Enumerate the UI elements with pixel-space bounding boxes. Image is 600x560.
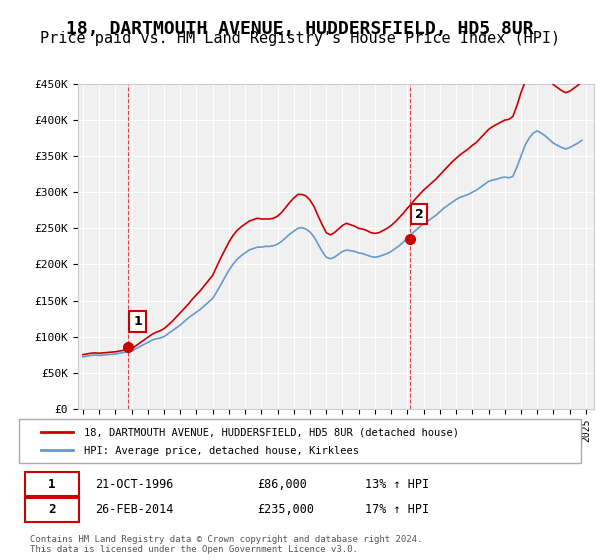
Text: 17% ↑ HPI: 17% ↑ HPI: [365, 503, 429, 516]
Text: £235,000: £235,000: [257, 503, 314, 516]
Text: 13% ↑ HPI: 13% ↑ HPI: [365, 478, 429, 491]
FancyBboxPatch shape: [19, 419, 581, 463]
Text: 21-OCT-1996: 21-OCT-1996: [95, 478, 173, 491]
Text: HPI: Average price, detached house, Kirklees: HPI: Average price, detached house, Kirk…: [84, 446, 359, 456]
Text: 2: 2: [48, 503, 55, 516]
FancyBboxPatch shape: [25, 498, 79, 522]
Text: 18, DARTMOUTH AVENUE, HUDDERSFIELD, HD5 8UR (detached house): 18, DARTMOUTH AVENUE, HUDDERSFIELD, HD5 …: [84, 428, 459, 437]
Text: £86,000: £86,000: [257, 478, 307, 491]
FancyBboxPatch shape: [25, 472, 79, 496]
Text: 2: 2: [415, 208, 424, 221]
Text: Price paid vs. HM Land Registry's House Price Index (HPI): Price paid vs. HM Land Registry's House …: [40, 31, 560, 46]
Text: Contains HM Land Registry data © Crown copyright and database right 2024.
This d: Contains HM Land Registry data © Crown c…: [30, 535, 422, 554]
Text: 26-FEB-2014: 26-FEB-2014: [95, 503, 173, 516]
Text: 1: 1: [48, 478, 55, 491]
Text: 18, DARTMOUTH AVENUE, HUDDERSFIELD, HD5 8UR: 18, DARTMOUTH AVENUE, HUDDERSFIELD, HD5 …: [66, 20, 534, 38]
Text: 1: 1: [133, 315, 142, 328]
